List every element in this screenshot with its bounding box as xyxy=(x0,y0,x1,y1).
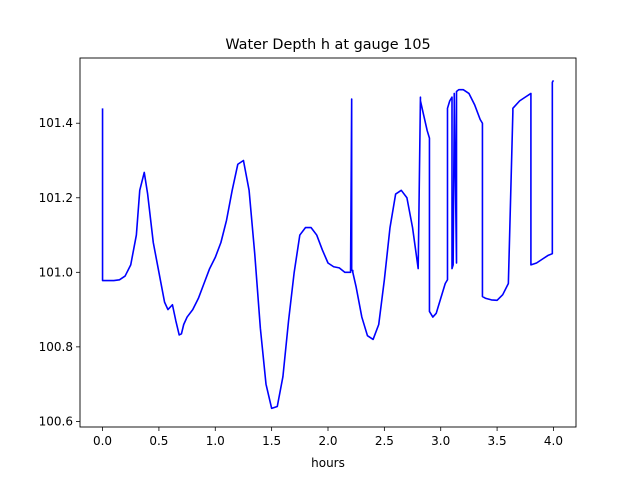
x-tick-label: 2.0 xyxy=(318,434,337,448)
x-tick-label: 2.5 xyxy=(375,434,394,448)
y-tick-label: 100.8 xyxy=(39,340,73,354)
series-layer xyxy=(101,79,555,410)
y-axis: 100.6 100.8 101.0 101.2 101.4 xyxy=(39,116,80,428)
y-tick-label: 101.2 xyxy=(39,191,73,205)
x-tick-label: 3.0 xyxy=(431,434,450,448)
x-tick-label: 3.5 xyxy=(488,434,507,448)
x-tick-label: 4.0 xyxy=(544,434,563,448)
y-tick-label: 100.6 xyxy=(39,414,73,428)
x-tick-label: 0.5 xyxy=(149,434,168,448)
x-axis-label: hours xyxy=(311,456,345,470)
x-axis: 0.0 0.5 1.0 1.5 2.0 2.5 3.0 3.5 4.0 xyxy=(93,427,563,448)
x-tick-label: 1.5 xyxy=(262,434,281,448)
plot-frame xyxy=(79,57,577,428)
x-tick-label: 0.0 xyxy=(93,434,112,448)
y-tick-label: 101.0 xyxy=(39,265,73,279)
y-tick-label: 101.4 xyxy=(39,116,73,130)
chart-title: Water Depth h at gauge 105 xyxy=(225,37,430,53)
series-line xyxy=(101,79,555,410)
x-tick-label: 1.0 xyxy=(206,434,225,448)
